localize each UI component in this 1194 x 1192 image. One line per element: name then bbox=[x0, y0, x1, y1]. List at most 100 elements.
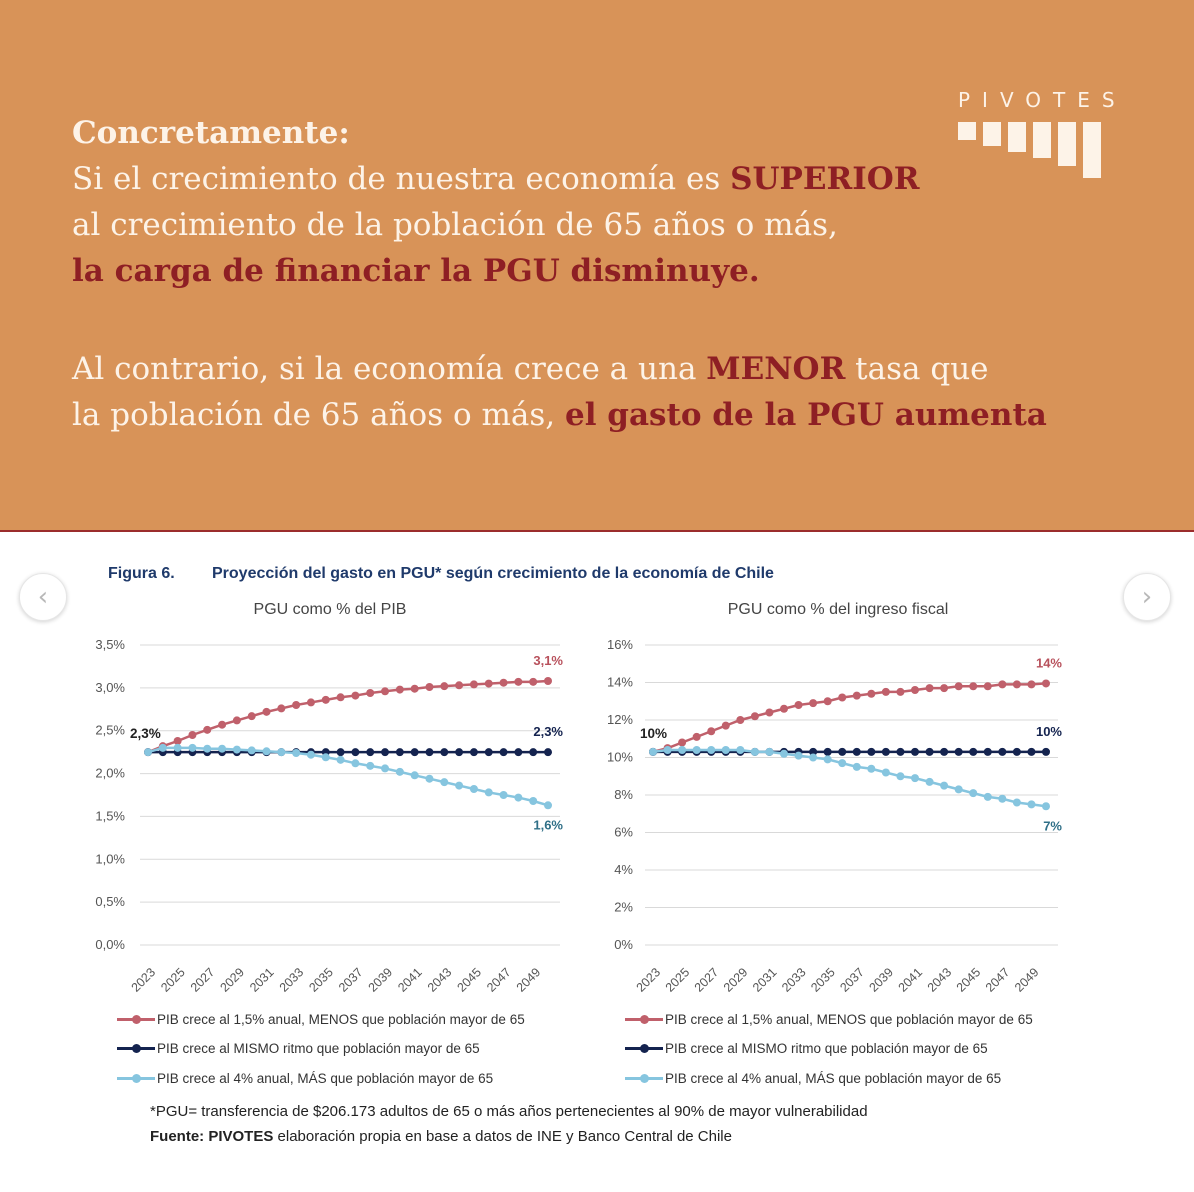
data-point bbox=[881, 747, 890, 756]
chevron-right-icon: › bbox=[1141, 582, 1153, 612]
y-tick-label: 2% bbox=[614, 900, 633, 915]
y-tick-label: 16% bbox=[607, 637, 633, 652]
series-line bbox=[652, 748, 1047, 808]
data-point bbox=[292, 701, 301, 709]
headline-emphasis-menor: MENOR bbox=[706, 351, 846, 387]
data-point bbox=[469, 785, 478, 793]
data-point bbox=[794, 751, 803, 760]
x-tick-label: 2025 bbox=[158, 965, 188, 995]
data-point bbox=[940, 747, 949, 756]
data-point bbox=[514, 748, 523, 757]
x-tick-label: 2035 bbox=[306, 965, 336, 995]
headline-emphasis-gasto: el gasto de la PGU aumenta bbox=[565, 397, 1047, 433]
data-point bbox=[838, 759, 847, 768]
x-tick-label: 2037 bbox=[837, 965, 867, 995]
data-point bbox=[954, 785, 963, 794]
x-tick-label: 2045 bbox=[954, 965, 984, 995]
data-point bbox=[678, 746, 687, 754]
data-point bbox=[410, 771, 419, 780]
data-point bbox=[925, 777, 934, 786]
legend-label: PIB crece al 1,5% anual, MENOS que pobla… bbox=[665, 1011, 1033, 1027]
data-point bbox=[940, 684, 949, 693]
data-point bbox=[911, 747, 919, 756]
data-point bbox=[484, 748, 493, 757]
data-point bbox=[881, 768, 890, 777]
data-point bbox=[867, 747, 876, 756]
legend-item: PIB crece al 1,5% anual, MENOS que pobla… bbox=[625, 1010, 1033, 1028]
data-point bbox=[1027, 747, 1036, 756]
data-point bbox=[969, 682, 978, 691]
data-point bbox=[852, 762, 861, 771]
data-point bbox=[499, 678, 508, 687]
x-tick-label: 2029 bbox=[721, 965, 751, 995]
data-point bbox=[440, 748, 449, 757]
data-point bbox=[544, 677, 552, 685]
data-point bbox=[321, 695, 330, 704]
data-point bbox=[544, 801, 552, 810]
legend-item: PIB crece al MISMO ritmo que población m… bbox=[117, 1039, 480, 1057]
data-point bbox=[983, 682, 992, 691]
y-tick-label: 6% bbox=[614, 825, 633, 840]
data-point bbox=[455, 781, 464, 790]
data-point bbox=[203, 744, 212, 753]
prev-slide-button[interactable]: ‹ bbox=[19, 573, 67, 621]
headline-line-2: al crecimiento de la población de 65 año… bbox=[72, 207, 838, 243]
x-tick-label: 2049 bbox=[1012, 965, 1042, 995]
x-tick-label: 2047 bbox=[983, 965, 1013, 995]
data-point bbox=[881, 687, 890, 696]
data-point bbox=[366, 748, 375, 757]
data-point bbox=[410, 684, 419, 693]
brand-name: PIVOTES bbox=[958, 88, 1127, 112]
x-tick-label: 2025 bbox=[663, 965, 693, 995]
source-label: Fuente: PIVOTES bbox=[150, 1128, 274, 1145]
data-point bbox=[529, 748, 538, 757]
y-tick-label: 8% bbox=[614, 787, 633, 802]
data-point bbox=[911, 686, 919, 694]
legend-swatch bbox=[625, 1010, 663, 1028]
data-point bbox=[188, 743, 197, 752]
legend-swatch bbox=[117, 1069, 155, 1087]
data-point bbox=[218, 744, 227, 753]
headline-p2-line-1: Al contrario, si la economía crece a una bbox=[72, 351, 707, 387]
x-tick-label: 2049 bbox=[514, 965, 544, 995]
data-point bbox=[896, 747, 905, 756]
data-point bbox=[852, 691, 861, 700]
legend-item: PIB crece al MISMO ritmo que población m… bbox=[625, 1039, 988, 1057]
divider-rule bbox=[0, 530, 1194, 532]
data-point bbox=[663, 746, 672, 754]
data-point bbox=[678, 738, 687, 747]
legend-label: PIB crece al MISMO ritmo que población m… bbox=[157, 1040, 480, 1056]
data-point bbox=[203, 725, 212, 734]
figure-label: Figura 6. bbox=[108, 565, 175, 582]
data-point bbox=[707, 746, 716, 754]
y-tick-label: 2,0% bbox=[95, 766, 125, 781]
data-point bbox=[721, 721, 730, 730]
data-point bbox=[455, 681, 464, 690]
data-point bbox=[381, 687, 390, 696]
data-point bbox=[954, 747, 963, 756]
data-point bbox=[455, 748, 464, 757]
data-point bbox=[721, 746, 730, 754]
data-point bbox=[395, 685, 404, 694]
next-slide-button[interactable]: › bbox=[1123, 573, 1171, 621]
data-point bbox=[925, 684, 934, 693]
data-point bbox=[998, 747, 1007, 756]
data-point bbox=[707, 727, 716, 736]
data-point bbox=[809, 753, 818, 762]
legend-item: PIB crece al 1,5% anual, MENOS que pobla… bbox=[117, 1010, 525, 1028]
data-point bbox=[1012, 798, 1021, 807]
x-tick-label: 2023 bbox=[129, 965, 159, 995]
brand-logo: PIVOTES bbox=[958, 88, 1128, 178]
data-point bbox=[188, 731, 197, 739]
data-point bbox=[780, 704, 788, 713]
data-point bbox=[232, 716, 241, 725]
data-point bbox=[381, 748, 390, 757]
series-end-label: 1,6% bbox=[533, 817, 563, 832]
data-point bbox=[750, 747, 759, 756]
x-tick-label: 2035 bbox=[808, 965, 838, 995]
y-tick-label: 0% bbox=[614, 937, 633, 952]
y-tick-label: 1,5% bbox=[95, 808, 125, 823]
data-point bbox=[336, 755, 345, 764]
x-tick-label: 2033 bbox=[779, 965, 809, 995]
